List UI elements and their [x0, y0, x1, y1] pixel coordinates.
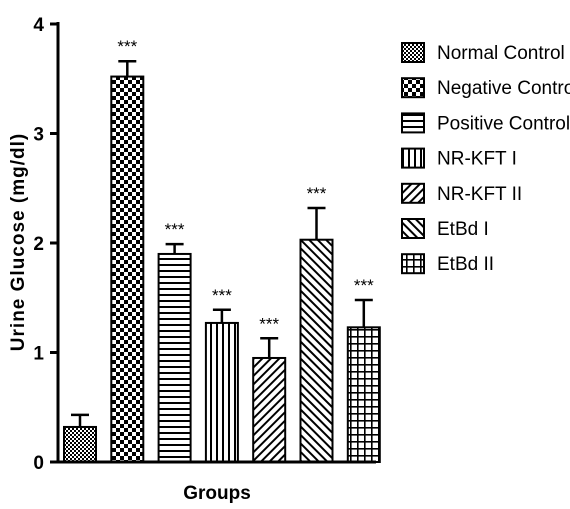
legend-swatch	[401, 42, 425, 63]
significance-label: ***	[117, 37, 137, 56]
legend-swatch	[401, 77, 425, 99]
legend-swatch	[401, 147, 425, 169]
legend: Normal Control Negative Control Positive C…	[401, 42, 570, 275]
legend-label: EtBd II	[437, 254, 494, 275]
error-bars	[71, 59, 373, 427]
legend-swatch	[401, 218, 425, 239]
y-ticks: 0 1 2 3 4	[33, 15, 58, 474]
bar	[346, 326, 381, 463]
legend-swatch	[401, 112, 425, 134]
y-axis-label: Urine Glucose (mg/dl)	[8, 133, 29, 351]
significance-label: ***	[212, 286, 232, 305]
bar	[252, 356, 287, 464]
legend-label: Negative Control	[437, 78, 570, 99]
legend-swatch	[401, 182, 425, 204]
legend-label: NR-KFT II	[437, 184, 522, 205]
bars	[63, 75, 381, 464]
bar	[157, 252, 192, 463]
bar	[299, 238, 334, 463]
legend-swatch	[401, 253, 425, 275]
significance-label: ***	[165, 220, 185, 239]
legend-label: Normal Control	[437, 43, 565, 64]
bar	[204, 321, 239, 463]
y-tick-label: 2	[33, 234, 44, 255]
significance-label: ***	[307, 184, 327, 203]
significance-labels: *** *** *** *** *** ***	[117, 37, 374, 333]
bar	[110, 75, 145, 463]
y-tick-label: 3	[33, 125, 44, 146]
significance-label: ***	[259, 314, 279, 333]
y-tick-label: 1	[33, 344, 44, 365]
bar	[63, 425, 97, 463]
legend-label: NR-KFT I	[437, 149, 517, 170]
legend-label: EtBd I	[437, 219, 489, 240]
significance-label: ***	[354, 276, 374, 295]
x-axis-label: Groups	[183, 483, 251, 504]
y-tick-label: 4	[33, 15, 44, 36]
legend-label: Positive Control	[437, 113, 570, 134]
y-tick-label: 0	[33, 453, 44, 474]
